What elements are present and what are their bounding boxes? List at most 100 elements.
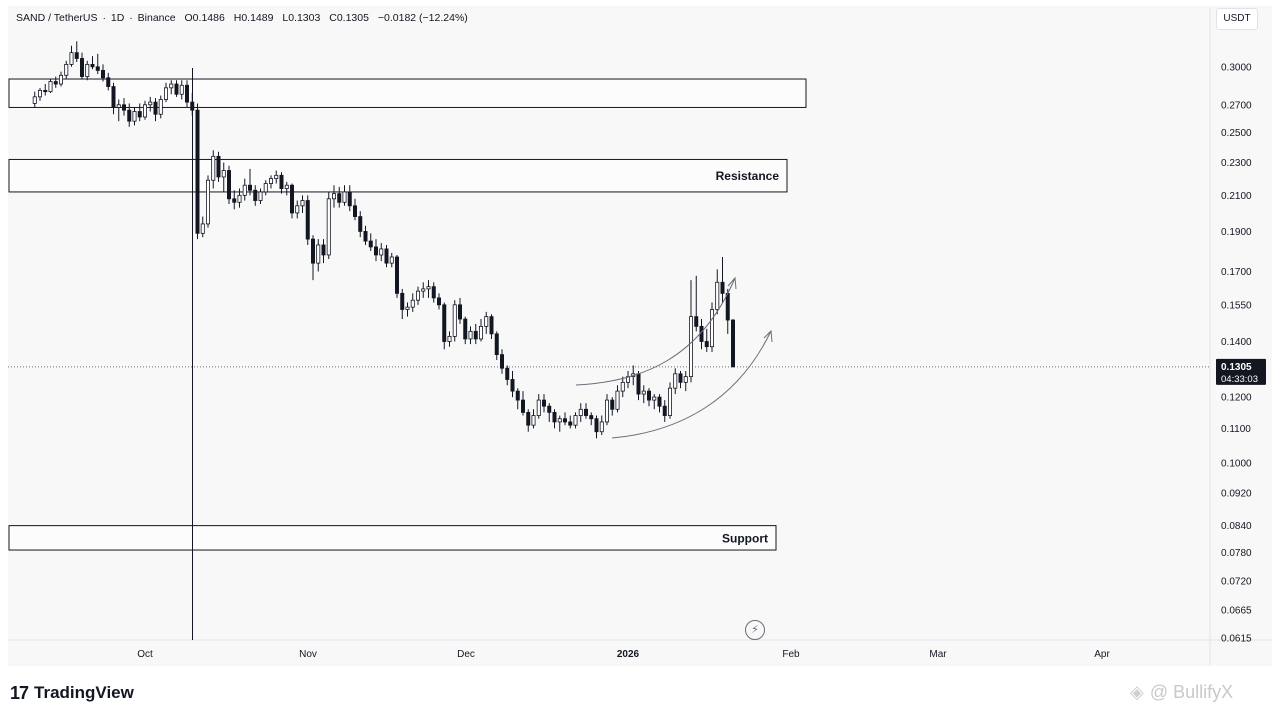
symbol-name[interactable]: SAND / TetherUS	[16, 12, 98, 24]
candle	[174, 80, 179, 97]
candle-body	[316, 244, 321, 264]
candle-body	[515, 390, 520, 401]
candle	[358, 211, 363, 238]
tradingview-logo[interactable]: 17 TradingView	[10, 682, 134, 704]
candle-body	[242, 184, 247, 196]
candle-body	[436, 297, 441, 306]
candle-body	[205, 179, 210, 225]
candle	[689, 280, 694, 383]
candle	[573, 412, 578, 429]
candle-body	[494, 333, 499, 356]
candle-body	[184, 84, 189, 103]
candle	[101, 64, 106, 82]
price-tick-label: 0.0920	[1221, 488, 1252, 499]
price-tick-label: 0.0840	[1221, 521, 1252, 532]
candle	[526, 409, 531, 432]
candle	[547, 403, 552, 422]
candle-body	[253, 189, 258, 201]
price-tick-label: 0.0780	[1221, 548, 1252, 559]
candle	[484, 311, 489, 334]
candle	[652, 394, 657, 410]
candle	[400, 288, 405, 320]
candle-body	[53, 81, 58, 85]
candle	[510, 370, 515, 398]
candle-body	[310, 238, 315, 264]
candle-body	[584, 408, 589, 416]
candles	[32, 41, 736, 439]
candle-body	[295, 205, 300, 214]
candle-body	[347, 191, 352, 207]
candle	[431, 282, 436, 303]
candle-body	[64, 64, 69, 76]
countdown-value: 04:33:03	[1221, 374, 1258, 385]
candle	[59, 71, 64, 87]
candle-body	[363, 231, 368, 242]
exchange: Binance	[137, 12, 176, 24]
candle	[699, 319, 704, 350]
candle	[190, 92, 195, 116]
candle	[279, 172, 284, 194]
candle-body	[484, 316, 489, 327]
candle	[605, 394, 610, 426]
candle	[90, 56, 95, 70]
candle	[641, 385, 646, 404]
candle	[494, 331, 499, 360]
change-value: −0.0182 (−12.24%)	[377, 12, 468, 24]
price-tick-label: 0.1550	[1221, 300, 1252, 311]
candle-body	[111, 86, 116, 108]
candle	[200, 216, 205, 238]
candle-body	[599, 421, 604, 433]
candle	[38, 87, 43, 101]
candle	[578, 403, 583, 422]
candle-body	[263, 183, 268, 193]
candle-body	[337, 193, 342, 203]
candle-body	[342, 191, 347, 203]
candle-body	[321, 244, 326, 256]
candle	[295, 200, 300, 219]
candle-body	[127, 109, 132, 122]
candle-body	[725, 292, 730, 321]
candle-body	[190, 101, 195, 111]
candle-body	[641, 390, 646, 395]
candle	[415, 286, 420, 305]
candle	[247, 168, 252, 196]
zone-box	[8, 158, 788, 193]
candle-body	[447, 335, 452, 342]
price-tick-label: 0.1900	[1221, 227, 1252, 238]
candle	[368, 233, 373, 251]
price-tick-label: 0.1700	[1221, 267, 1252, 278]
price-tick-label: 0.3000	[1221, 62, 1252, 73]
candle-body	[620, 381, 625, 392]
close-value: C0.1305	[329, 12, 369, 24]
candle-body	[468, 330, 473, 340]
candle-body	[720, 281, 725, 294]
candle-body	[258, 191, 263, 201]
candle	[647, 388, 652, 407]
upper-arc	[575, 277, 736, 386]
price-tick-label: 0.0720	[1221, 577, 1252, 588]
candle-body	[615, 390, 620, 410]
currency-unit-button[interactable]: USDT	[1216, 8, 1258, 30]
candle-body	[153, 101, 158, 115]
candle	[363, 225, 368, 245]
candle	[169, 80, 174, 95]
candle	[478, 319, 483, 342]
candle	[195, 103, 200, 240]
candle	[274, 170, 279, 184]
chart-area[interactable]	[8, 6, 1272, 666]
price-axis: 0.3000 0.2700 0.2500 0.2300 0.2100 0.1900 0.17…	[1221, 62, 1252, 644]
lightning-icon[interactable]: ⚡	[745, 620, 765, 640]
candle	[536, 394, 541, 419]
candle-body	[457, 304, 462, 320]
candle-body	[662, 405, 667, 416]
interval[interactable]: 1D	[110, 12, 125, 24]
candle	[127, 103, 132, 127]
candle	[268, 175, 273, 189]
candle-body	[731, 319, 736, 368]
candle	[373, 239, 378, 262]
candle	[436, 293, 441, 310]
candle	[342, 185, 347, 206]
candle-body	[95, 66, 100, 71]
candle-body	[305, 200, 310, 240]
